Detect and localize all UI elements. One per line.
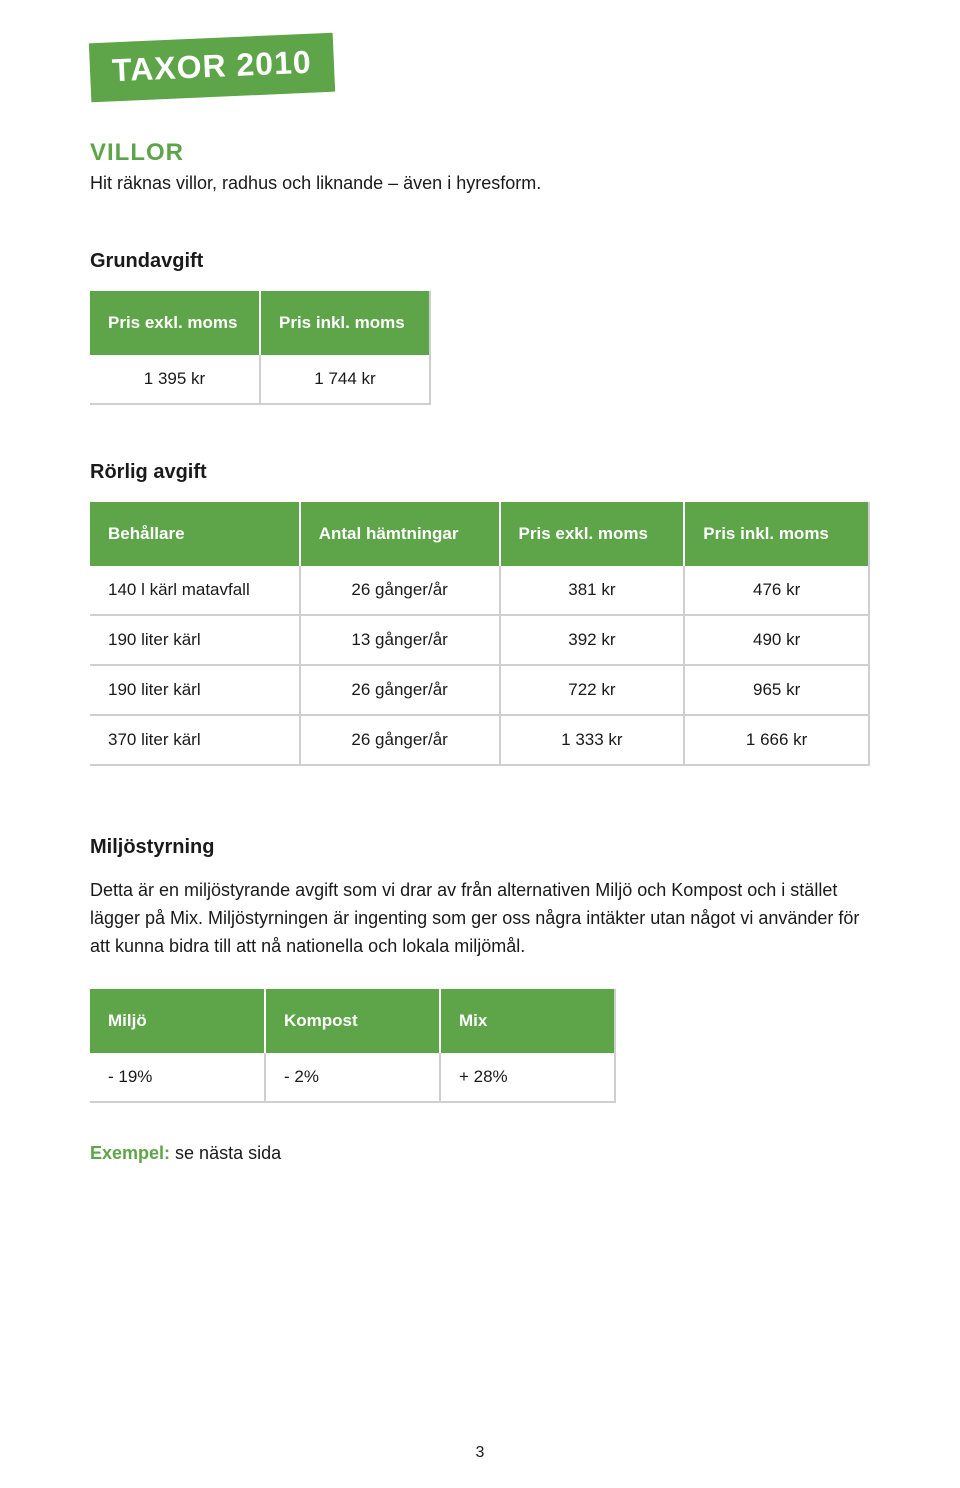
col-header: Antal hämtningar <box>300 502 500 566</box>
table-header-row: Pris exkl. moms Pris inkl. moms <box>90 291 430 355</box>
table-cell: - 19% <box>90 1053 265 1102</box>
table-row: 190 liter kärl 13 gånger/år 392 kr 490 k… <box>90 615 869 665</box>
table-header-row: Miljö Kompost Mix <box>90 989 615 1053</box>
table-rorlig-avgift: Behållare Antal hämtningar Pris exkl. mo… <box>90 502 870 766</box>
subheading-rorlig: Rörlig avgift <box>90 461 870 484</box>
table-cell: - 2% <box>265 1053 440 1102</box>
col-header: Pris exkl. moms <box>500 502 685 566</box>
table-cell: 392 kr <box>500 615 685 665</box>
table-row: 1 395 kr 1 744 kr <box>90 355 430 404</box>
table-cell: 26 gånger/år <box>300 715 500 765</box>
table-cell: 13 gånger/år <box>300 615 500 665</box>
table-miljostyrning: Miljö Kompost Mix - 19% - 2% + 28% <box>90 989 616 1103</box>
table-grundavgift: Pris exkl. moms Pris inkl. moms 1 395 kr… <box>90 291 431 405</box>
example-text: se nästa sida <box>170 1143 281 1163</box>
example-label: Exempel: <box>90 1143 170 1163</box>
table-header-row: Behållare Antal hämtningar Pris exkl. mo… <box>90 502 869 566</box>
table-cell: 190 liter kärl <box>90 615 300 665</box>
col-header: Pris exkl. moms <box>90 291 260 355</box>
table-row: 140 l kärl matavfall 26 gånger/år 381 kr… <box>90 566 869 615</box>
example-line: Exempel: se nästa sida <box>90 1143 870 1164</box>
table-cell: 26 gånger/år <box>300 665 500 715</box>
table-cell: 190 liter kärl <box>90 665 300 715</box>
table-row: 190 liter kärl 26 gånger/år 722 kr 965 k… <box>90 665 869 715</box>
table-cell: 1 333 kr <box>500 715 685 765</box>
col-header: Kompost <box>265 989 440 1053</box>
col-header: Mix <box>440 989 615 1053</box>
intro-text: Hit räknas villor, radhus och liknande –… <box>90 173 870 194</box>
table-cell: 26 gånger/år <box>300 566 500 615</box>
table-cell: 1 395 kr <box>90 355 260 404</box>
table-cell: 965 kr <box>684 665 869 715</box>
table-cell: 1 744 kr <box>260 355 430 404</box>
col-header: Miljö <box>90 989 265 1053</box>
subheading-miljostyrning: Miljöstyrning <box>90 836 870 859</box>
table-row: 370 liter kärl 26 gånger/år 1 333 kr 1 6… <box>90 715 869 765</box>
subheading-grundavgift: Grundavgift <box>90 250 870 273</box>
table-cell: + 28% <box>440 1053 615 1102</box>
table-cell: 140 l kärl matavfall <box>90 566 300 615</box>
table-row: - 19% - 2% + 28% <box>90 1053 615 1102</box>
body-text: Detta är en miljöstyrande avgift som vi … <box>90 877 870 961</box>
table-cell: 722 kr <box>500 665 685 715</box>
table-cell: 370 liter kärl <box>90 715 300 765</box>
col-header: Behållare <box>90 502 300 566</box>
col-header: Pris inkl. moms <box>684 502 869 566</box>
table-cell: 476 kr <box>684 566 869 615</box>
page-number: 3 <box>476 1444 485 1462</box>
col-header: Pris inkl. moms <box>260 291 430 355</box>
table-cell: 1 666 kr <box>684 715 869 765</box>
table-cell: 381 kr <box>500 566 685 615</box>
title-banner: TAXOR 2010 <box>89 33 335 103</box>
table-cell: 490 kr <box>684 615 869 665</box>
section-heading-villor: VILLOR <box>90 139 870 167</box>
